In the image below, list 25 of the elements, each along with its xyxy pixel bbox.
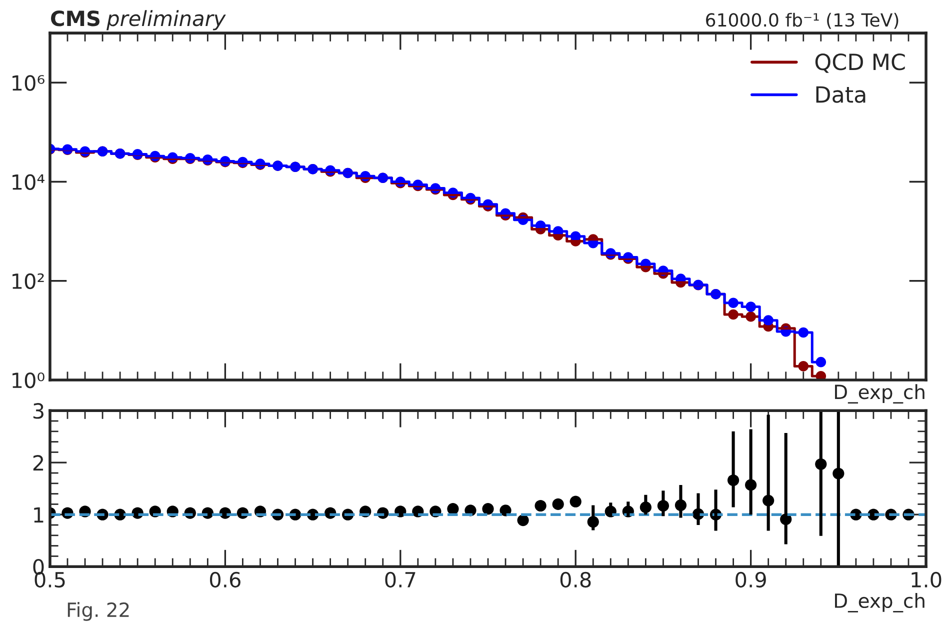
chart-subtitle: preliminary: [106, 10, 226, 30]
point: [552, 498, 564, 510]
x-axis-title: D_exp_ch: [835, 384, 924, 404]
legend-label: QCD MC: [815, 53, 905, 73]
y-tick-label: 2: [33, 455, 44, 471]
x-tick-label: 0.8: [560, 572, 591, 588]
x-tick-label: 1.0: [912, 572, 942, 588]
y-tick-label: 10⁰: [12, 372, 44, 388]
x-tick-label: 0.7: [385, 572, 416, 588]
y-tick-label: 10²: [12, 273, 44, 290]
y-tick-label: 1: [34, 507, 44, 523]
point: [570, 496, 582, 508]
point: [482, 503, 494, 515]
point: [534, 500, 546, 512]
y-tick-label: 10⁴: [12, 174, 44, 190]
point: [517, 514, 529, 526]
caption: Fig. 22: [68, 602, 129, 621]
chart-title: CMS: [51, 10, 100, 26]
y-tick-label: 10⁶: [12, 75, 44, 91]
y-tick-label: 3: [33, 403, 44, 419]
x-tick-label: 0.6: [210, 572, 240, 588]
x-axis-title: D_exp_ch: [835, 593, 924, 612]
text: 61000.0 fb⁻¹ (13 TeV): [706, 12, 898, 29]
legend-label: Data: [816, 86, 866, 103]
x-tick-label: 0.9: [736, 572, 766, 588]
